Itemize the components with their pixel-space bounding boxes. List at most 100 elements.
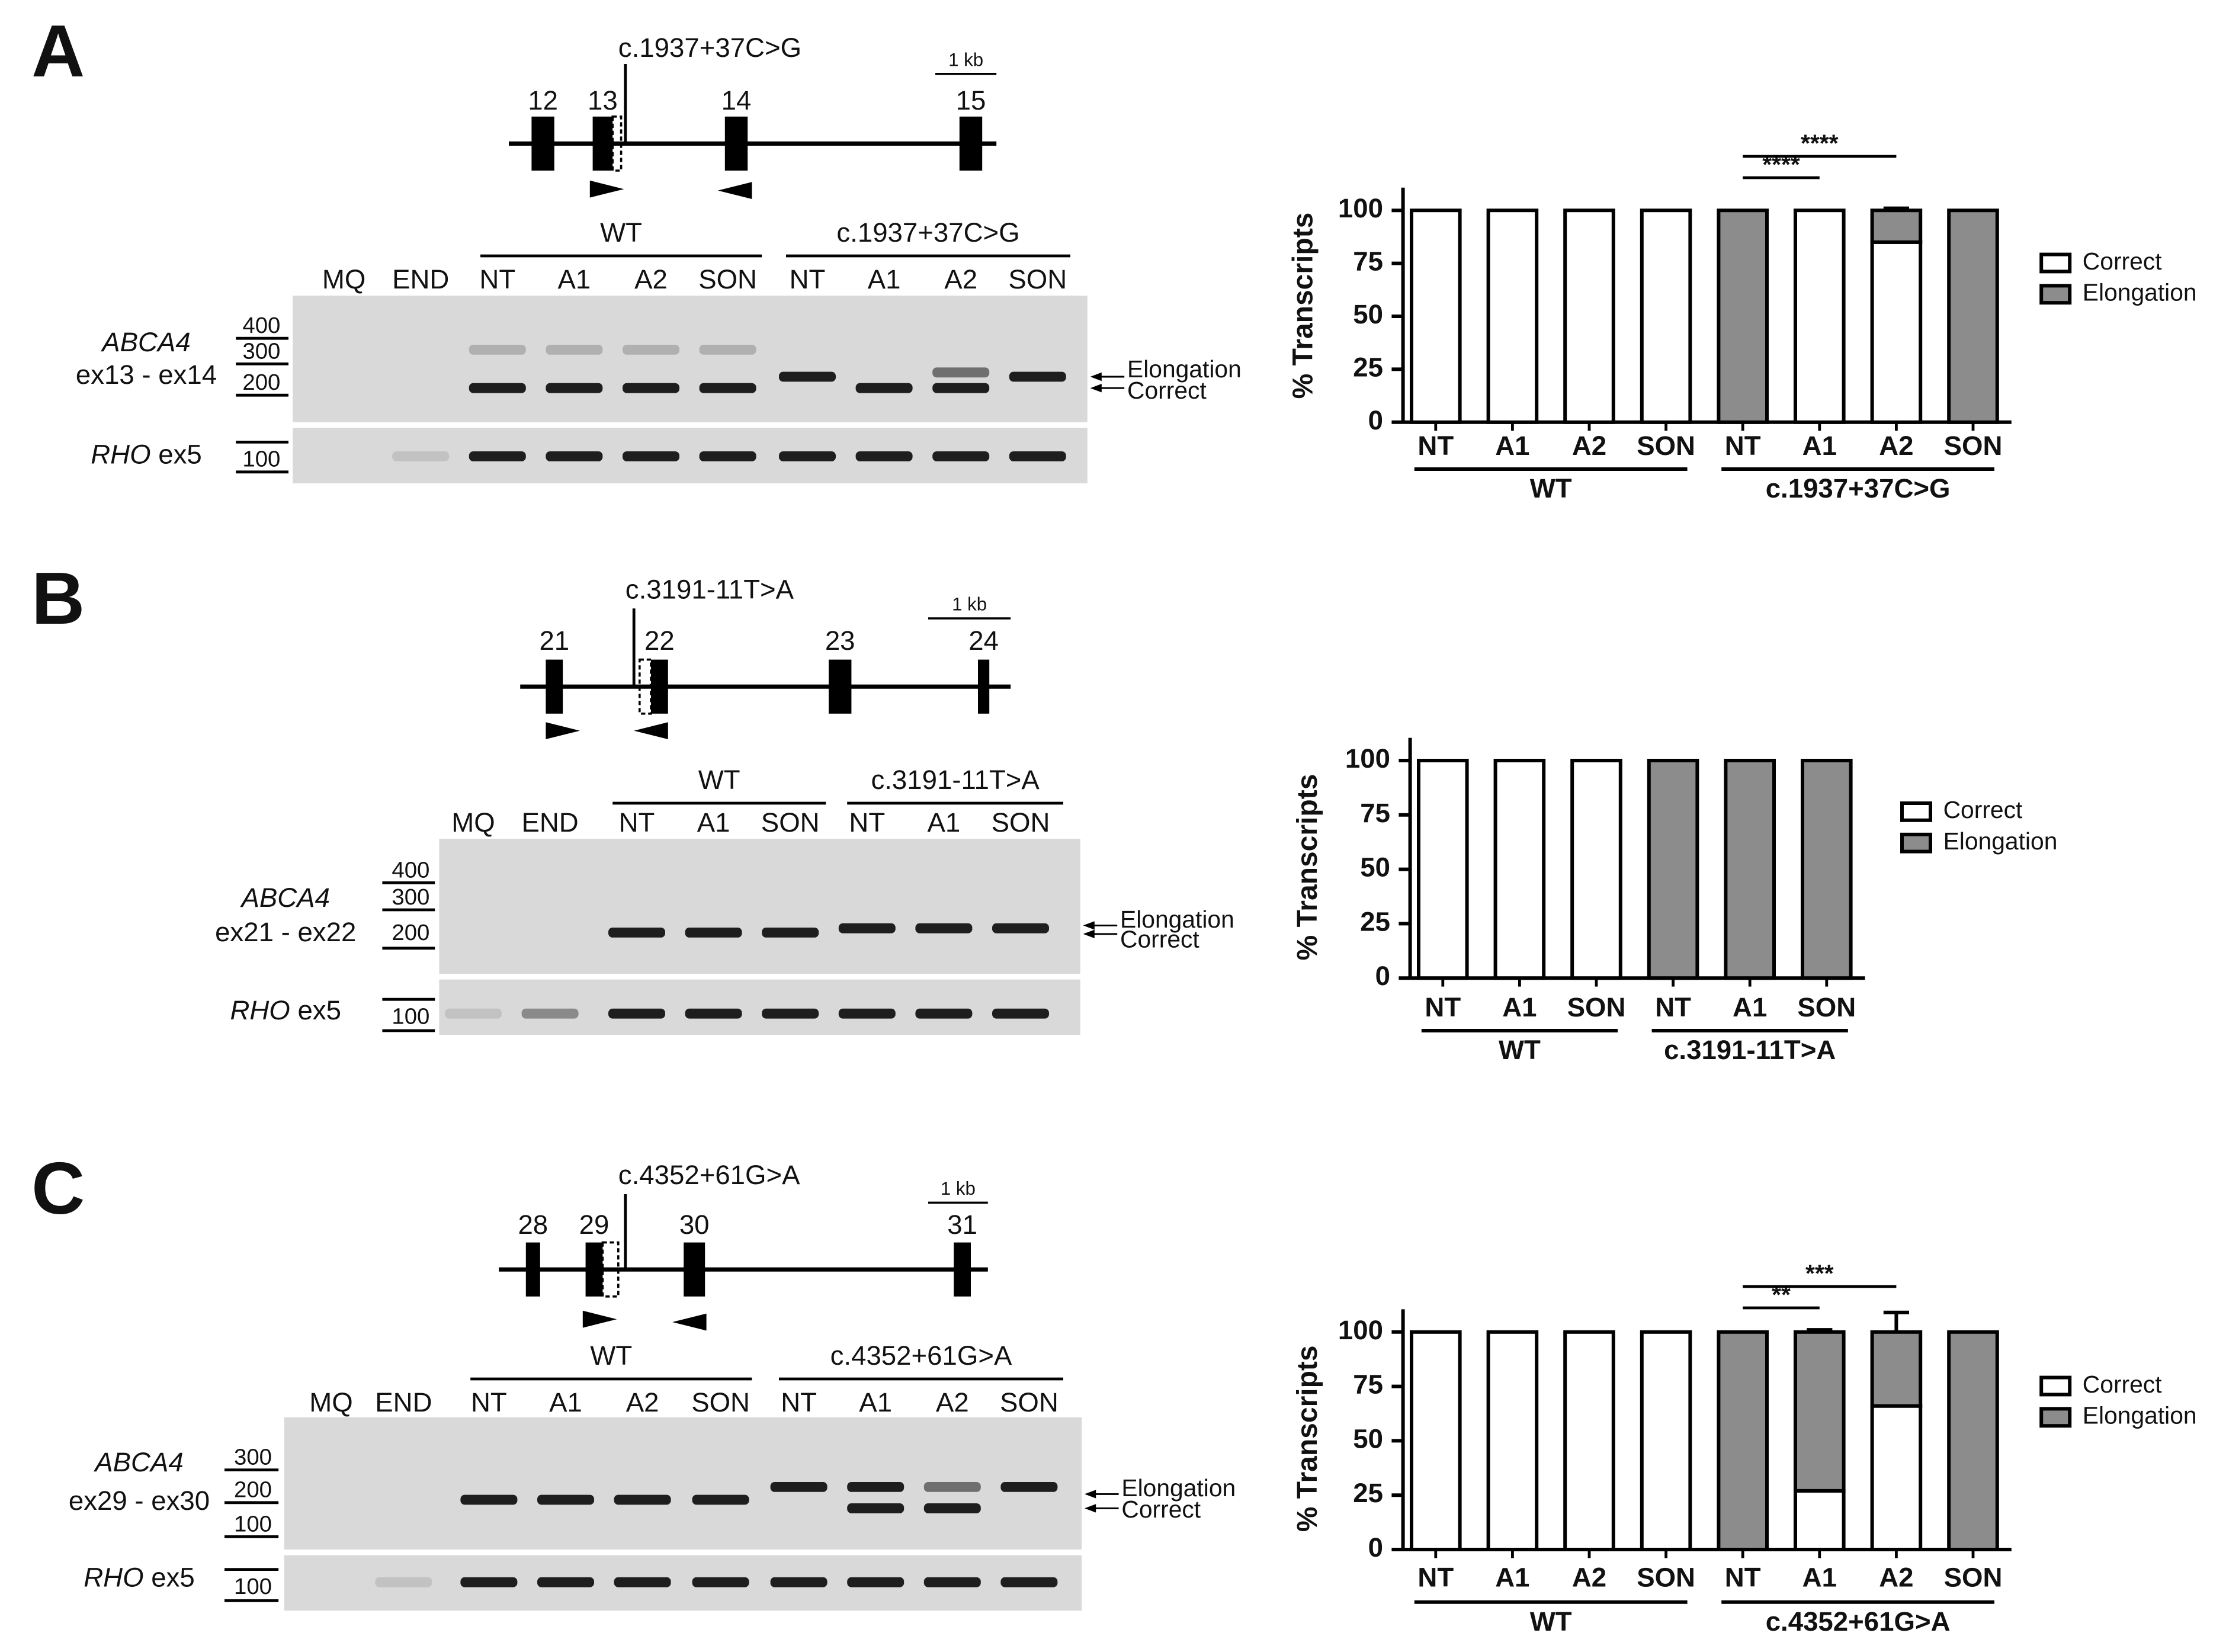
x-tick-label: NT — [1417, 431, 1454, 461]
band-label: Elongation — [1127, 355, 1242, 383]
gel-band — [469, 345, 526, 355]
primer — [634, 722, 668, 739]
exon — [978, 659, 990, 714]
control-band — [932, 451, 990, 461]
control-band — [992, 1008, 1049, 1019]
bar-segment — [1870, 240, 1923, 424]
control-gel-image — [439, 979, 1080, 1035]
significance-label: *** — [1805, 1260, 1834, 1287]
size-marker: 400 — [242, 313, 280, 338]
gene-name: ABCA4 — [239, 883, 330, 913]
primer — [589, 180, 624, 198]
lane-label: NT — [849, 807, 885, 838]
size-marker: 300 — [234, 1445, 272, 1470]
legend-label: Correct — [2083, 1371, 2162, 1398]
gel-band — [838, 923, 896, 934]
x-tick-label: A1 — [1502, 992, 1537, 1022]
control-band — [614, 1577, 671, 1587]
gel-band — [1009, 371, 1066, 382]
exon — [651, 659, 668, 714]
gel-band — [608, 928, 665, 938]
gel-band — [779, 371, 836, 382]
panel-letter: B — [31, 557, 85, 640]
lane-label: MQ — [309, 1387, 352, 1417]
variant-label: c.3191-11T>A — [626, 574, 794, 604]
control-band — [1009, 451, 1066, 461]
bar-segment — [1870, 1404, 1923, 1552]
size-marker: 200 — [234, 1477, 272, 1503]
bar-segment — [1563, 1330, 1615, 1551]
band-arrowhead — [1090, 372, 1102, 381]
group-label: WT — [590, 1340, 632, 1371]
size-marker: 300 — [392, 884, 429, 910]
control-band — [855, 451, 913, 461]
group-label: c.3191-11T>A — [1664, 1035, 1836, 1065]
control-gene: RHO — [91, 439, 150, 469]
legend-swatch — [2039, 1407, 2072, 1428]
bar-segment — [1409, 208, 1462, 424]
exon — [531, 116, 554, 171]
x-tick-label: NT — [1725, 1562, 1761, 1592]
x-tick-label: SON — [1567, 992, 1626, 1022]
bar-segment — [1640, 1330, 1692, 1551]
gel-band — [992, 923, 1049, 934]
x-tick-label: SON — [1637, 431, 1695, 461]
variant-label: c.4352+61G>A — [618, 1160, 800, 1190]
group-label: c.3191-11T>A — [871, 765, 1040, 795]
exon-label: 15 — [956, 85, 986, 116]
lane-label: A1 — [868, 264, 901, 294]
lane-label: NT — [619, 807, 655, 838]
x-tick-label: SON — [1944, 431, 2003, 461]
y-tick-label: 75 — [1353, 246, 1383, 277]
y-tick-label: 25 — [1360, 906, 1390, 936]
group-label: WT — [698, 765, 740, 795]
x-tick-label: A2 — [1879, 431, 1913, 461]
group-label: WT — [1530, 1606, 1572, 1637]
gel-band — [762, 928, 819, 938]
legend-label: Elongation — [1943, 827, 2058, 855]
bar-segment — [1570, 759, 1622, 980]
lane-label: END — [521, 807, 578, 838]
lane-label: A1 — [558, 264, 591, 294]
gel-band — [932, 367, 990, 378]
lane-label: A1 — [549, 1387, 582, 1417]
group-label: c.4352+61G>A — [1766, 1606, 1951, 1637]
control-band — [838, 1008, 896, 1019]
control-band — [608, 1008, 665, 1019]
legend-label: Elongation — [2083, 279, 2197, 306]
gel-band — [460, 1494, 518, 1505]
exon — [684, 1242, 705, 1297]
legend-label: Elongation — [2083, 1402, 2197, 1429]
legend-swatch — [1900, 832, 1932, 854]
significance-label: **** — [1762, 151, 1800, 178]
bar-segment — [1563, 208, 1615, 424]
bar-segment — [1793, 1489, 1846, 1551]
control-gene: RHO — [84, 1562, 143, 1592]
lane-label: A1 — [697, 807, 730, 838]
size-marker: 100 — [234, 1511, 272, 1536]
x-tick-label: SON — [1944, 1562, 2003, 1592]
bar-segment — [1493, 759, 1546, 980]
significance-label: **** — [1801, 130, 1839, 157]
control-amplicon: ex5 — [297, 995, 341, 1025]
control-band — [915, 1008, 973, 1019]
bar-segment — [1793, 1330, 1846, 1493]
primer — [582, 1310, 617, 1328]
lane-label: A2 — [936, 1387, 969, 1417]
control-band — [923, 1577, 981, 1587]
lane-label: END — [375, 1387, 432, 1417]
exon — [954, 1242, 971, 1297]
y-tick-label: 0 — [1368, 1532, 1383, 1563]
lane-label: SON — [698, 264, 757, 294]
legend-swatch — [2039, 1375, 2072, 1397]
lane-label: NT — [471, 1387, 507, 1417]
control-band — [460, 1577, 518, 1587]
gel-image — [293, 296, 1088, 422]
x-tick-label: A2 — [1879, 1562, 1913, 1592]
scale-label: 1 kb — [941, 1178, 976, 1199]
control-band — [1000, 1577, 1058, 1587]
gel-image — [439, 839, 1080, 974]
x-tick-label: A1 — [1802, 1562, 1837, 1592]
band-arrowhead — [1083, 929, 1095, 938]
